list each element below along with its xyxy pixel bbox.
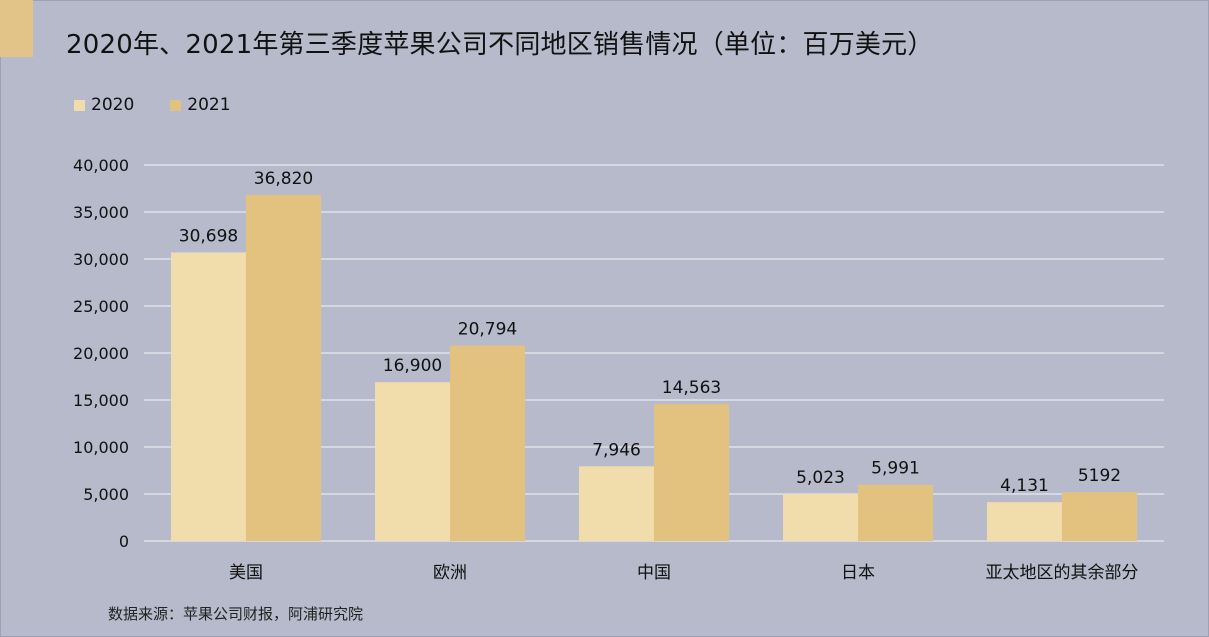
y-tick-label: 25,000 — [73, 297, 129, 316]
x-category-label: 美国 — [229, 563, 263, 583]
accent-block — [0, 0, 33, 57]
bar-2021 — [246, 194, 321, 541]
bar-2021 — [450, 345, 525, 541]
bar-2021 — [654, 404, 729, 541]
data-label: 20,794 — [458, 320, 517, 340]
legend-item-2021: 2021 — [170, 95, 231, 115]
data-label: 14,563 — [662, 378, 721, 398]
x-category-label: 日本 — [841, 563, 875, 583]
bar-2021 — [1062, 492, 1137, 541]
bar-2020 — [579, 466, 654, 541]
y-tick-label: 15,000 — [73, 391, 129, 410]
y-tick-label: 10,000 — [73, 438, 129, 457]
y-tick-label: 40,000 — [73, 156, 129, 175]
x-category-label: 亚太地区的其余部分 — [986, 563, 1139, 583]
y-tick-label: 0 — [119, 532, 129, 551]
legend-label-2021: 2021 — [187, 95, 231, 115]
legend-item-2020: 2020 — [74, 95, 134, 115]
y-tick-label: 20,000 — [73, 344, 129, 363]
y-tick-label: 30,000 — [73, 250, 129, 269]
bar-2020 — [783, 493, 858, 541]
data-label: 5,023 — [796, 468, 845, 488]
data-label: 4,131 — [1000, 476, 1049, 496]
data-label: 7,946 — [592, 440, 641, 460]
y-tick-label: 5,000 — [83, 485, 129, 504]
x-category-label: 中国 — [637, 563, 671, 583]
data-label: 5192 — [1078, 466, 1121, 486]
data-label: 36,820 — [254, 169, 313, 189]
x-category-label: 欧洲 — [433, 563, 467, 583]
legend-swatch-2020 — [74, 99, 85, 111]
data-label: 5,991 — [871, 459, 920, 479]
bar-2021 — [858, 484, 933, 541]
legend-swatch-2021 — [170, 99, 182, 111]
data-label: 16,900 — [383, 356, 442, 376]
y-tick-label: 35,000 — [73, 203, 129, 222]
chart-title: 2020年、2021年第三季度苹果公司不同地区销售情况（单位：百万美元） — [66, 30, 934, 60]
data-label: 30,698 — [179, 226, 238, 246]
source-note: 数据来源：苹果公司财报，阿浦研究院 — [108, 605, 364, 623]
legend: 2020 2021 — [74, 95, 231, 115]
legend-label-2020: 2020 — [91, 95, 135, 115]
bar-2020 — [375, 382, 450, 541]
bar-2020 — [987, 502, 1062, 541]
bar-2020 — [171, 252, 246, 542]
